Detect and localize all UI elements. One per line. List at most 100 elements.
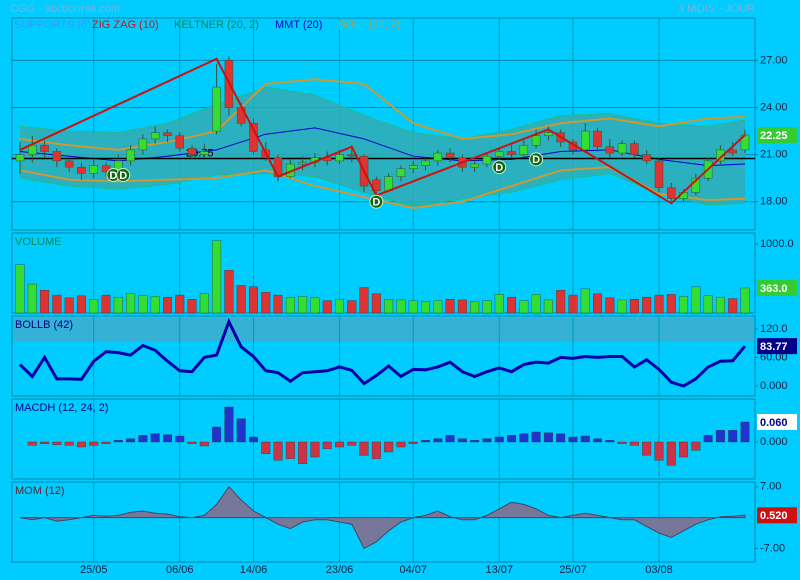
- bar: [236, 285, 246, 314]
- candle-body: [482, 155, 492, 165]
- bar: [162, 434, 172, 443]
- bar: [126, 293, 136, 314]
- bar: [519, 433, 529, 443]
- bar: [384, 441, 394, 453]
- candle-body: [101, 165, 111, 173]
- bar: [273, 294, 283, 314]
- bar: [617, 441, 627, 444]
- y-tick-label: 7.00: [760, 481, 781, 493]
- bar: [666, 441, 676, 466]
- bar: [334, 299, 344, 314]
- candle-body: [150, 132, 160, 140]
- bar: [101, 294, 111, 314]
- candle-body: [507, 151, 516, 155]
- bar: [285, 441, 295, 459]
- bar: [52, 294, 62, 314]
- candle-body: [372, 179, 381, 191]
- dividend-label: D: [372, 197, 380, 209]
- bar: [654, 294, 664, 314]
- bar: [162, 296, 172, 314]
- overbought-zone: [13, 318, 754, 342]
- line: [18, 317, 747, 388]
- bar: [371, 441, 381, 459]
- bar: [248, 436, 258, 443]
- candle-body: [64, 160, 74, 168]
- y-tick-label: -7.00: [760, 542, 785, 554]
- candle-body: [630, 143, 639, 155]
- bar: [310, 441, 320, 458]
- bar: [224, 270, 234, 314]
- bar: [507, 435, 517, 443]
- candle-body: [77, 166, 86, 174]
- dividend-marker: [369, 194, 384, 209]
- bar: [64, 441, 74, 446]
- bar: [359, 287, 369, 314]
- bar: [568, 294, 578, 314]
- bar: [605, 297, 615, 314]
- bar: [359, 441, 369, 456]
- legend-item: MMT (20): [275, 19, 322, 31]
- bar: [396, 441, 406, 448]
- bar: [261, 441, 271, 454]
- dividend-label: D: [109, 170, 117, 182]
- bar: [285, 297, 295, 314]
- bar: [703, 295, 713, 314]
- bar: [298, 441, 308, 464]
- area: [19, 486, 746, 550]
- bar: [568, 436, 578, 443]
- bar: [679, 441, 689, 458]
- bar: [531, 431, 541, 443]
- bar: [654, 441, 664, 461]
- bar: [494, 436, 504, 443]
- candle-body: [15, 154, 25, 162]
- bar: [199, 293, 209, 314]
- bar: [593, 293, 603, 314]
- bar: [371, 293, 381, 314]
- candle-body: [175, 135, 184, 149]
- legend-item: KELTNER (20, 2): [174, 19, 259, 31]
- bar: [138, 435, 148, 443]
- legend-item: BOLL (20, 2): [338, 19, 401, 31]
- bar: [273, 441, 283, 461]
- y-tick-label: 21.00: [760, 149, 788, 161]
- legend-item: ZIG ZAG (10): [92, 19, 159, 31]
- bar: [384, 299, 394, 314]
- bar: [64, 297, 74, 314]
- bar: [605, 440, 615, 443]
- bar: [679, 296, 689, 314]
- candle-body: [347, 154, 357, 157]
- candle-body: [544, 132, 553, 137]
- bar: [482, 300, 492, 314]
- site-title: CGG - abcbourse.com: [10, 3, 120, 15]
- candle-body: [617, 143, 627, 154]
- bar: [27, 441, 37, 446]
- bar: [40, 290, 50, 314]
- bar: [593, 438, 603, 443]
- candle-body: [200, 151, 209, 155]
- candle-body: [494, 151, 504, 157]
- bar: [728, 298, 738, 314]
- last-value-box: [757, 414, 797, 430]
- bar: [507, 296, 517, 314]
- bar: [691, 441, 701, 451]
- bar: [113, 440, 123, 443]
- bar: [433, 438, 443, 443]
- candle-body: [52, 151, 62, 162]
- bar: [629, 441, 639, 446]
- y-tick-label: 0.000: [760, 436, 788, 448]
- y-tick-label: 24.00: [760, 101, 788, 113]
- bar: [89, 441, 99, 446]
- bar: [433, 300, 443, 314]
- bar: [580, 435, 590, 443]
- candle-body: [187, 148, 197, 155]
- bar: [199, 441, 209, 447]
- x-tick-label: 13/07: [485, 564, 513, 576]
- bar: [556, 290, 566, 314]
- dividend-marker: [116, 168, 131, 183]
- bar: [212, 426, 222, 443]
- bar: [457, 438, 467, 443]
- bar: [224, 406, 234, 443]
- bar: [408, 441, 418, 444]
- bar: [470, 440, 480, 443]
- pane-title: MOM (12): [15, 485, 65, 497]
